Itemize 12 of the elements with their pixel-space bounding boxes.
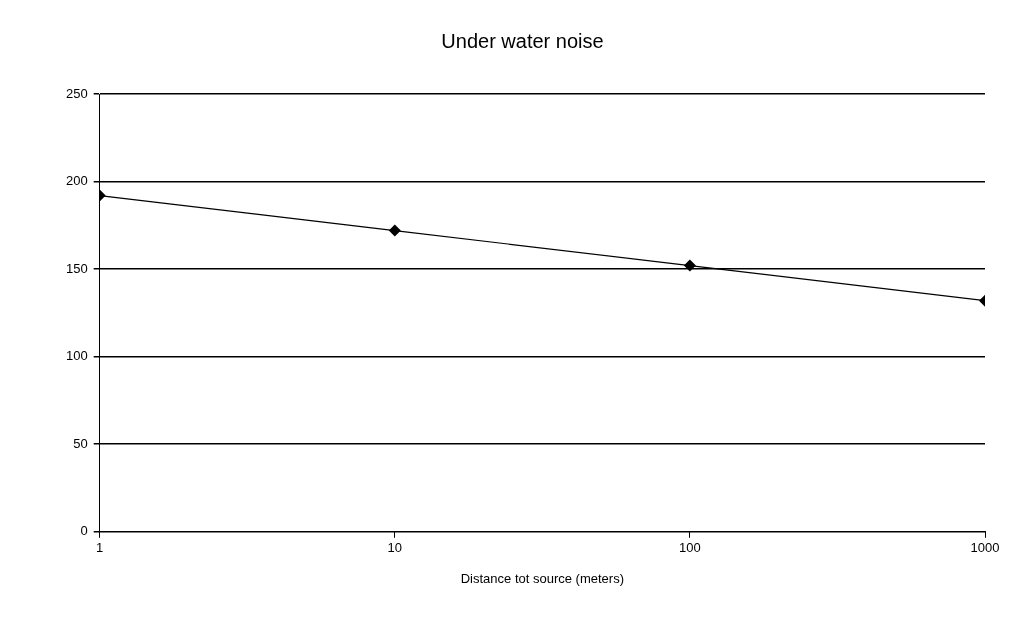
- chart-title: Under water noise: [441, 29, 604, 52]
- y-tick-label: 250: [65, 85, 88, 101]
- x-tick-label: 10: [387, 540, 403, 556]
- x-tick-label: 100: [679, 540, 701, 556]
- y-tick-label: 0: [80, 523, 88, 539]
- x-axis-title: Distance tot source (meters): [460, 570, 624, 586]
- y-tick-label: 150: [65, 260, 88, 276]
- x-tick-label: 1: [96, 540, 104, 556]
- y-tick-label: 50: [73, 435, 88, 451]
- x-tick-label: 1000: [970, 540, 1000, 556]
- y-tick-label: 100: [65, 348, 88, 364]
- y-tick-label: 200: [65, 173, 88, 189]
